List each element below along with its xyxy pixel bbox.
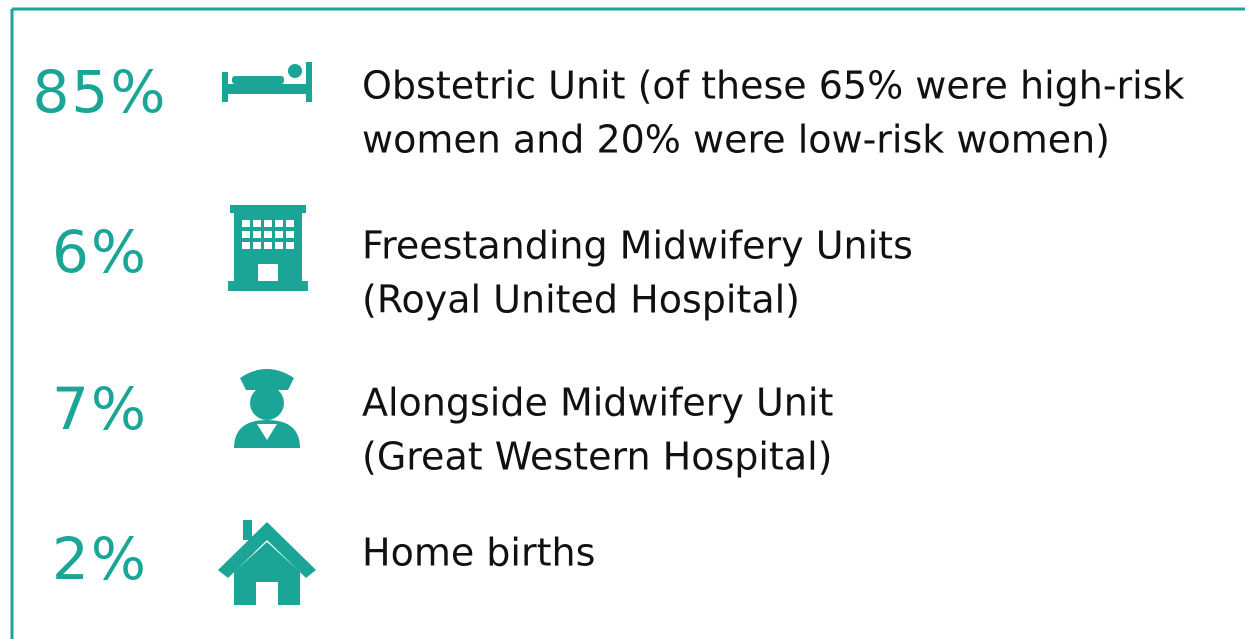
description-line: Obstetric Unit (of these 65% were high-r… [362, 64, 1185, 108]
percent-label: 85% [33, 58, 168, 126]
percent-label: 7% [52, 375, 148, 443]
description-line: (Great Western Hospital) [362, 435, 833, 479]
house-icon [218, 520, 316, 605]
building-icon [228, 205, 308, 291]
description-line: Alongside Midwifery Unit [362, 381, 833, 425]
bed-icon [222, 62, 312, 102]
rows: 85% Obstetric Unit (of these 65% were hig… [33, 58, 1185, 593]
nurse-icon [234, 369, 300, 448]
description-line: Freestanding Midwifery Units [362, 224, 913, 268]
description-line: (Royal United Hospital) [362, 278, 800, 322]
description-line: women and 20% were low-risk women) [362, 118, 1110, 162]
percent-label: 6% [52, 218, 148, 286]
percent-label: 2% [52, 525, 148, 593]
description-line: Home births [362, 531, 595, 575]
